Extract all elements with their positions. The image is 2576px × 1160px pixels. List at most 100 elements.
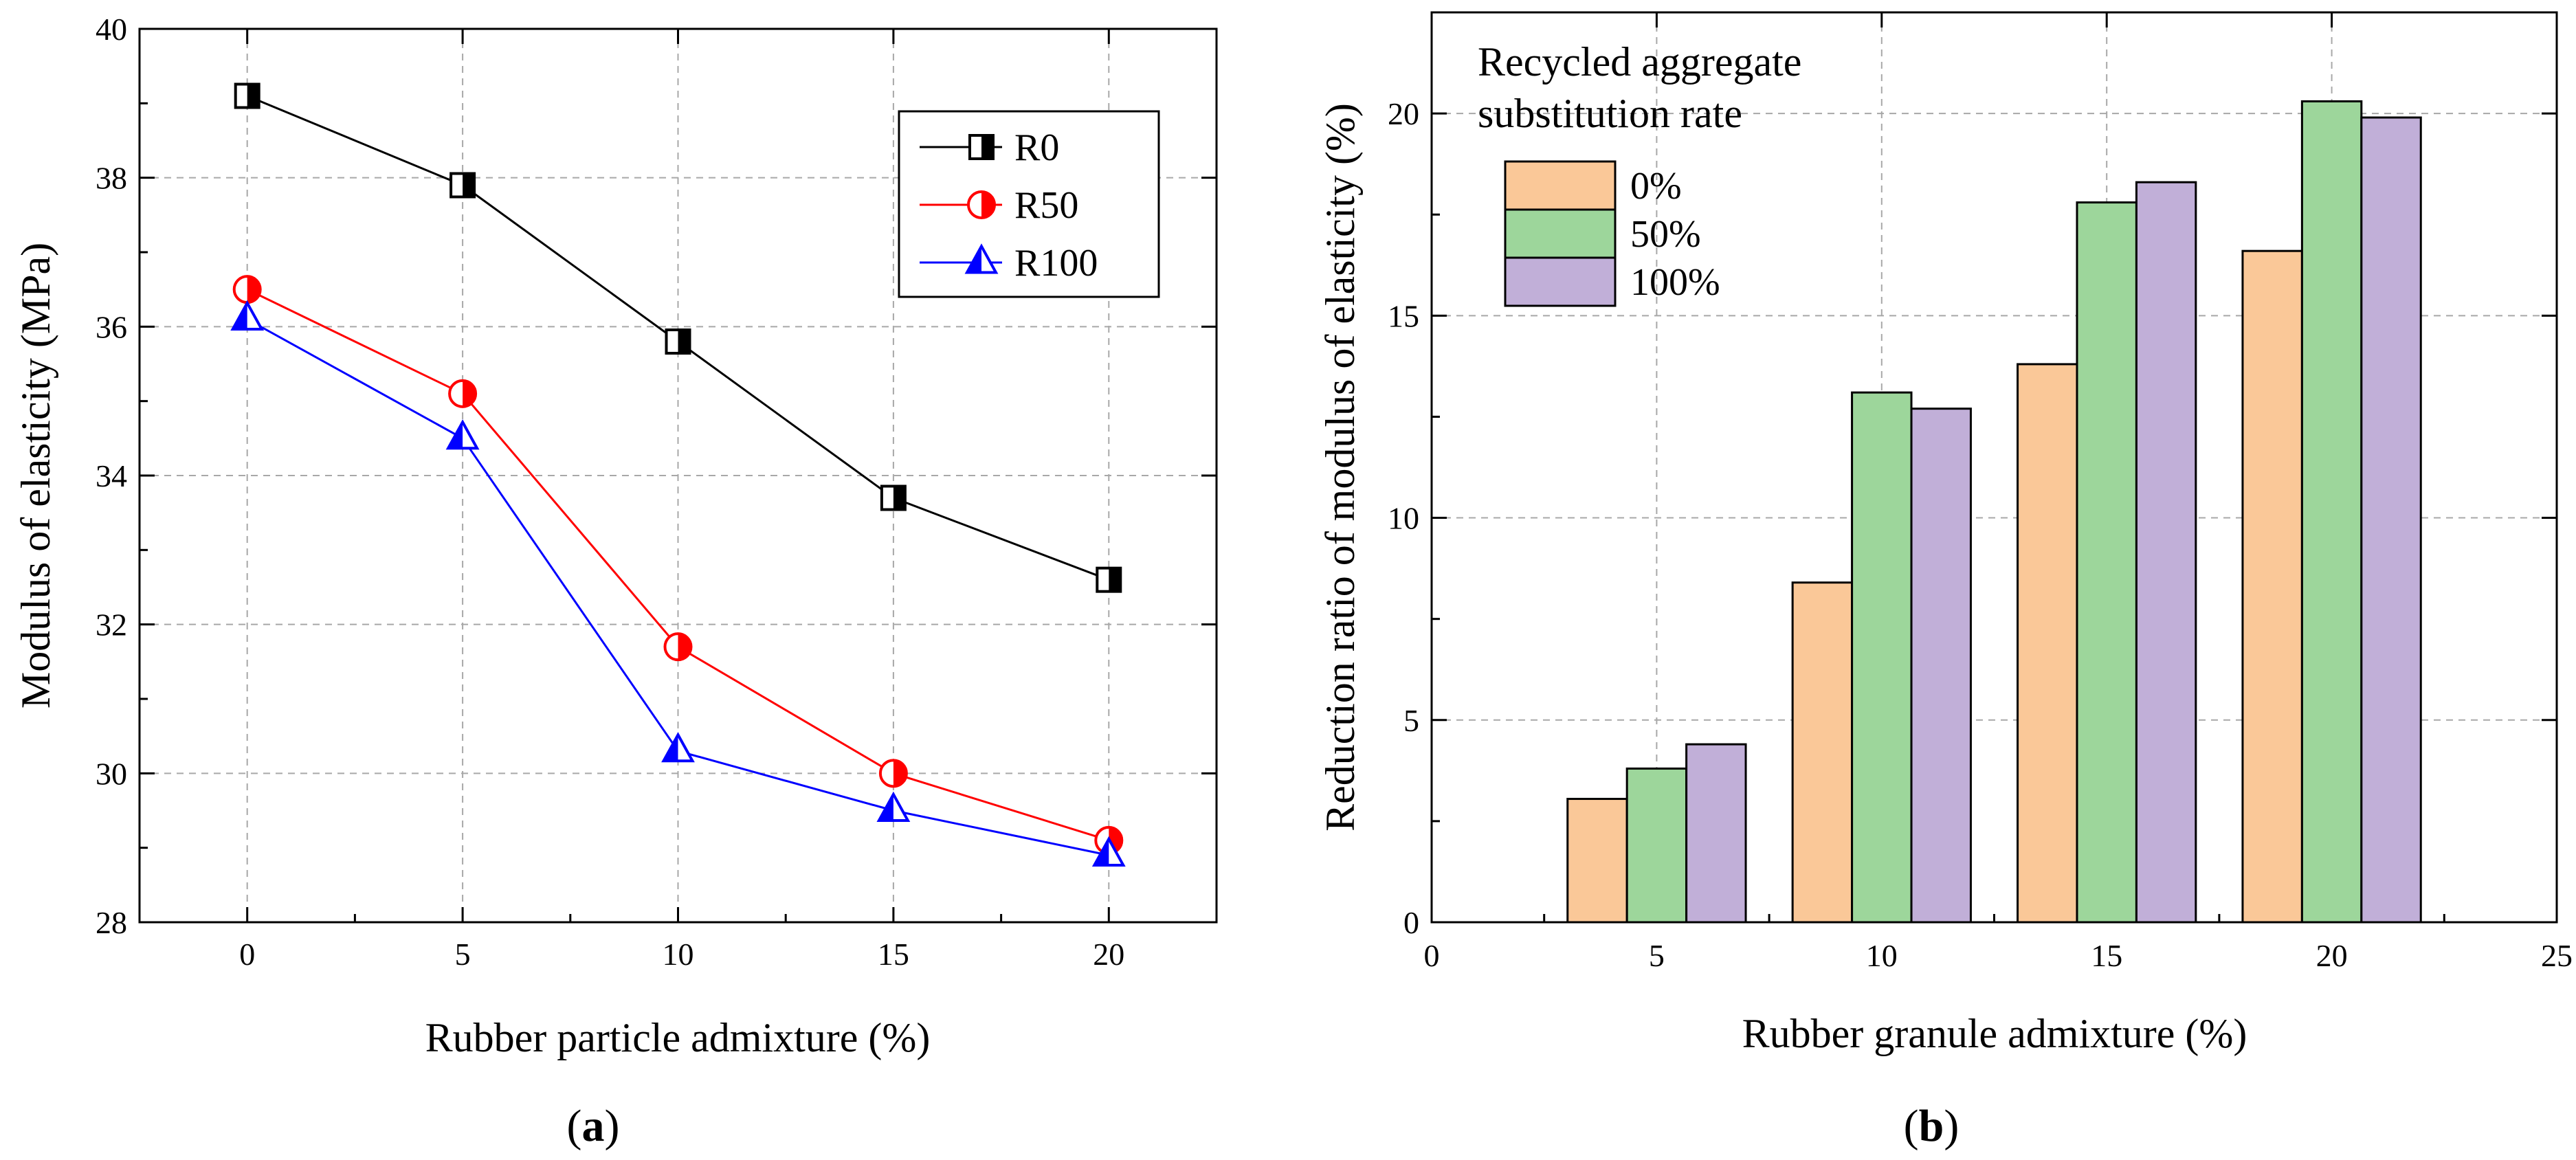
chart-b-xtick-label: 10 <box>1866 938 1898 973</box>
marker-fill <box>247 276 260 303</box>
chart-a-panel-letter: a <box>582 1101 605 1151</box>
chart-b-xlabel: Rubber granule admixture (%) <box>1742 1011 2247 1056</box>
chart-a-legend-marker <box>964 243 999 274</box>
chart-a-xtick-label: 15 <box>878 937 909 972</box>
chart-b-bars <box>1566 100 2422 924</box>
chart-a-series-r0-point <box>665 328 691 355</box>
chart-a-xtick-label: 5 <box>455 937 471 972</box>
chart-a-ytick-label: 38 <box>96 161 127 196</box>
chart-a-xlabel: Rubber particle admixture (%) <box>425 1015 931 1060</box>
chart-a-series-r100-point <box>661 732 695 763</box>
chart-a-ytick-label: 36 <box>96 309 127 344</box>
chart-a-ytick-label: 40 <box>96 12 127 47</box>
chart-a-legend-label: R50 <box>1014 184 1078 227</box>
chart-b-legend-label: 50% <box>1630 213 1701 256</box>
chart-b-ytick-label: 10 <box>1388 501 1419 536</box>
chart-b-panel-label: (b) <box>1904 1101 1959 1151</box>
chart-b-xtick-label: 0 <box>1424 938 1440 973</box>
chart-a-xtick-label: 10 <box>663 937 694 972</box>
chart-b-legend-item-0pct: 0% <box>1504 160 1682 211</box>
chart-b-legend-swatch <box>1504 256 1617 307</box>
chart-a-ticks: 0 5 10 15 20 28 30 32 34 36 38 40 <box>96 12 1217 972</box>
chart-a-ytick-label: 34 <box>96 458 127 493</box>
chart-a-series-r100-point <box>445 419 480 450</box>
chart-a-legend-item-r100: R100 <box>920 242 1098 285</box>
marker-fill <box>232 302 247 329</box>
chart-b-legend-title-line2: substitution rate <box>1478 91 1742 136</box>
chart-b-legend-swatch <box>1504 208 1617 259</box>
chart-b-ytick-label: 0 <box>1403 905 1419 940</box>
chart-a-xtick-label: 0 <box>239 937 255 972</box>
chart-b-bar-0pct-x15 <box>2017 363 2078 924</box>
chart-b-legend-label: 0% <box>1630 165 1682 208</box>
chart-b-bar-50pct-x5 <box>1625 767 1688 924</box>
chart-a-panel-label: (a) <box>567 1101 620 1151</box>
marker-fill <box>463 380 476 407</box>
chart-b-bar-50pct-x15 <box>2076 201 2138 924</box>
marker-fill <box>878 794 893 821</box>
chart-a-series <box>230 82 1126 867</box>
chart-b-ticks: 0 5 10 15 20 25 0 5 10 15 20 <box>1388 11 2573 973</box>
chart-b-bar-0pct-x20 <box>2241 249 2303 924</box>
chart-a-series-r0-point <box>1096 566 1122 593</box>
marker-fill <box>678 330 690 353</box>
marker-fill <box>967 246 981 273</box>
chart-a-xtick-label: 20 <box>1093 937 1124 972</box>
marker-fill <box>981 192 995 218</box>
chart-b-legend-item-100pct: 100% <box>1504 256 1720 307</box>
chart-b-legend-item-50pct: 50% <box>1504 208 1701 259</box>
chart-a-series-r0-point <box>449 172 476 199</box>
chart-a-series-r50-point <box>232 275 262 304</box>
chart-a-series-r100-point <box>876 791 911 822</box>
marker-fill <box>247 84 259 108</box>
marker-fill <box>1094 838 1109 865</box>
chart-b-legend-label: 100% <box>1630 261 1720 304</box>
chart-b-panel-letter: b <box>1919 1101 1944 1151</box>
chart-b-xtick-label: 25 <box>2541 938 2573 973</box>
chart-b-xtick-label: 15 <box>2091 938 2122 973</box>
chart-a-ytick-label: 32 <box>96 607 127 643</box>
chart-b-bar-50pct-x20 <box>2300 100 2363 924</box>
chart-a-legend: R0 R50 R100 <box>898 110 1160 298</box>
chart-b-legend-title-line1: Recycled aggregate <box>1478 39 1801 85</box>
chart-b-bar-50pct-x10 <box>1851 391 1913 924</box>
chart-a-legend-label: R0 <box>1014 126 1059 169</box>
chart-b-ytick-label: 20 <box>1388 96 1419 131</box>
marker-fill <box>678 634 691 660</box>
chart-a-series-r50-point <box>448 379 478 408</box>
chart-b-ytick-label: 15 <box>1388 298 1419 333</box>
chart-b-legend-swatch <box>1504 160 1617 211</box>
chart-a-series-r100-point <box>1091 836 1126 867</box>
chart-a-legend-item-r50: R50 <box>920 184 1078 227</box>
chart-b-legend: 0% 50% 100% <box>1504 160 1720 307</box>
marker-fill <box>893 486 905 510</box>
chart-b-bar-100pct-x5 <box>1685 743 1747 924</box>
chart-b-ytick-label: 5 <box>1403 703 1419 738</box>
chart-a-series-r0-point <box>234 82 260 109</box>
chart-a-ytick-label: 28 <box>96 905 127 940</box>
chart-a: 0 5 10 15 20 28 30 32 34 36 38 40 R0 R50 R100 Rubber … <box>13 12 1218 1151</box>
chart-b-xtick-label: 20 <box>2316 938 2348 973</box>
chart-b: 0 5 10 15 20 25 0 5 10 15 20 0% 50% 100% Recycled ag… <box>1318 11 2573 1151</box>
chart-a-series-r50-point <box>878 759 908 788</box>
chart-b-xtick-label: 5 <box>1649 938 1665 973</box>
chart-b-bar-100pct-x10 <box>1910 408 1972 924</box>
chart-b-bar-0pct-x10 <box>1791 581 1854 924</box>
chart-a-legend-marker <box>967 190 996 219</box>
chart-a-legend-item-r0: R0 <box>920 126 1059 169</box>
marker-fill <box>1109 568 1121 592</box>
chart-a-series-r0-point <box>880 484 907 511</box>
chart-a-legend-label: R100 <box>1014 242 1098 285</box>
marker-fill <box>981 135 993 159</box>
chart-b-ylabel: Reduction ratio of modulus of elasticity… <box>1318 103 1363 832</box>
chart-b-bar-100pct-x20 <box>2360 116 2422 924</box>
chart-a-series-r100-point <box>230 300 265 331</box>
marker-fill <box>463 173 475 197</box>
chart-a-ylabel: Modulus of elasticity (MPa) <box>13 243 58 709</box>
chart-a-legend-marker <box>968 134 995 160</box>
chart-b-bar-100pct-x15 <box>2135 181 2197 924</box>
chart-b-bar-0pct-x5 <box>1566 798 1628 924</box>
chart-a-ytick-label: 30 <box>96 756 127 791</box>
marker-fill <box>893 760 907 787</box>
